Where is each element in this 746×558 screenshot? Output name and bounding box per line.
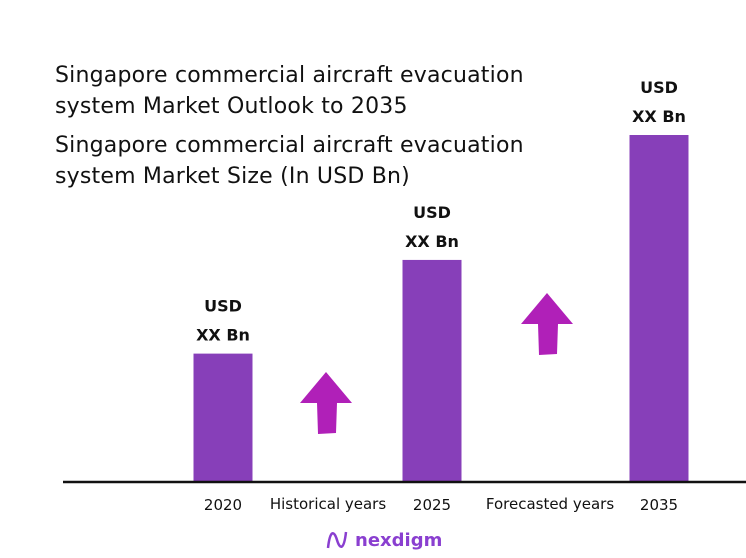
brand-name: nexdigm	[355, 529, 443, 551]
data-label-2025: USD	[413, 203, 451, 222]
growth-arrow-icon	[521, 293, 573, 355]
growth-arrow-icon	[300, 372, 352, 434]
bar-2020	[193, 353, 253, 482]
chart-title: Singapore commercial aircraft evacuation…	[55, 63, 524, 119]
data-label-2035: USD	[640, 78, 678, 97]
chart-subtitle: Singapore commercial aircraft evacuation…	[55, 133, 524, 189]
bar-2035	[629, 135, 689, 482]
x-tick-2025: 2025	[413, 496, 451, 514]
x-tick-2020: 2020	[204, 496, 242, 514]
nexdigm-logo: nexdigm	[325, 528, 442, 552]
period-label: Forecasted years	[486, 495, 614, 513]
bar-2025	[402, 259, 462, 482]
data-label-2020: USD	[204, 297, 242, 316]
data-label-2035: XX Bn	[632, 107, 686, 126]
period-label: Historical years	[270, 495, 386, 513]
x-tick-2035: 2035	[640, 496, 678, 514]
nexdigm-logo-icon	[326, 531, 348, 549]
data-label-2020: XX Bn	[196, 326, 250, 345]
data-label-2025: XX Bn	[405, 232, 459, 251]
